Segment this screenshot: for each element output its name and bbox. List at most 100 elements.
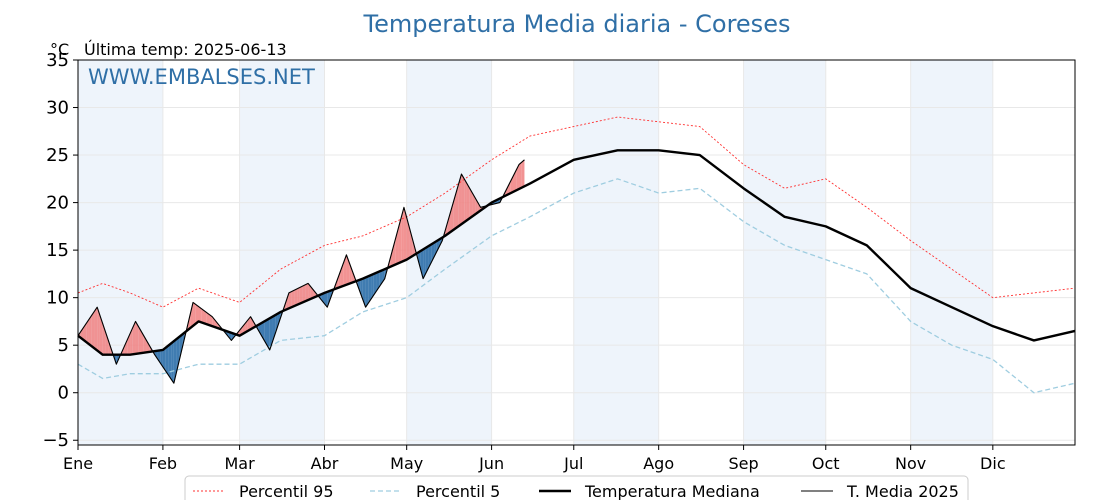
below-median-fill <box>228 331 232 341</box>
below-median-fill <box>420 249 424 279</box>
above-median-fill <box>201 308 204 324</box>
chart-title: Temperatura Media diaria - Coreses <box>363 10 791 38</box>
last-temp-label: Última temp: 2025-06-13 <box>84 40 287 59</box>
series-lines <box>77 116 1076 394</box>
x-axis: Ene Feb Mar Abr May Jun Jul Ago Sep Oct Nov Dic <box>63 445 1006 473</box>
below-median-fill <box>360 278 363 300</box>
above-median-fill <box>390 248 393 267</box>
below-median-fill <box>423 247 426 279</box>
above-median-fill <box>195 304 199 324</box>
below-median-fill <box>179 334 183 361</box>
x-tick-label-feb: Feb <box>149 454 177 473</box>
above-median-fill <box>308 283 311 301</box>
above-median-fill <box>135 321 139 354</box>
below-median-fill <box>379 270 383 287</box>
x-tick-label-jul: Jul <box>563 454 583 473</box>
above-median-fill <box>392 237 396 266</box>
above-median-fill <box>508 180 511 195</box>
above-median-fill <box>447 212 451 234</box>
below-median-fill <box>160 349 163 367</box>
above-median-fill <box>521 159 525 188</box>
month-band-mar <box>239 60 325 445</box>
above-median-fill <box>99 315 103 355</box>
plot-frame <box>77 59 1076 446</box>
p95-line <box>77 116 1076 308</box>
above-median-fill <box>469 188 473 219</box>
above-median-fill <box>83 323 87 343</box>
below-median-fill <box>154 350 158 359</box>
above-median-fill <box>86 319 89 345</box>
above-median-fill <box>146 340 150 353</box>
above-median-fill <box>406 217 410 260</box>
below-median-fill <box>173 338 177 384</box>
below-median-fill <box>258 323 262 336</box>
x-tick-label-ene: Ene <box>63 454 93 473</box>
below-median-fill <box>434 240 437 257</box>
above-median-fill <box>97 307 100 353</box>
x-tick-label-dic: Dic <box>980 454 1006 473</box>
below-median-fill <box>264 319 267 346</box>
above-median-fill <box>297 287 300 305</box>
above-median-fill <box>291 290 295 308</box>
above-median-fill <box>132 321 136 355</box>
above-median-fill <box>88 315 92 347</box>
below-median-fill <box>368 275 372 304</box>
below-median-fill <box>376 271 380 291</box>
below-median-fill <box>165 345 169 376</box>
above-median-fill <box>305 283 309 302</box>
below-median-fill <box>327 290 330 308</box>
x-tick-label-jun: Jun <box>478 454 504 473</box>
x-tick-label-ago: Ago <box>643 454 674 473</box>
above-median-fill <box>461 174 465 225</box>
above-median-fill <box>138 326 141 354</box>
above-median-fill <box>214 320 218 329</box>
above-median-fill <box>401 207 404 263</box>
below-median-fill <box>275 313 278 334</box>
y-tick-label: 5 <box>58 335 69 356</box>
above-median-fill <box>247 316 251 331</box>
x-tick-label-may: May <box>390 454 423 473</box>
below-median-fill <box>365 276 369 308</box>
month-band-ene <box>78 60 163 445</box>
above-median-fill <box>209 314 213 327</box>
y-axis: −5 0 5 10 15 20 25 30 35 <box>42 50 78 451</box>
plot-background <box>78 60 993 445</box>
legend-label-median: Temperatura Mediana <box>584 482 760 500</box>
below-median-fill <box>261 321 265 341</box>
x-tick-label-oct: Oct <box>812 454 840 473</box>
above-median-fill <box>94 307 98 351</box>
above-median-fill <box>206 312 210 326</box>
x-tick-label-nov: Nov <box>895 454 926 473</box>
y-tick-label: 10 <box>46 288 69 309</box>
above-median-fill <box>190 302 194 329</box>
above-median-fill <box>343 254 347 286</box>
above-median-fill <box>203 310 207 325</box>
above-median-fill <box>513 170 517 192</box>
below-median-fill <box>373 272 377 295</box>
watermark: WWW.EMBALSES.NET <box>88 65 315 89</box>
above-median-fill <box>349 262 352 284</box>
month-band-nov <box>910 60 993 445</box>
above-median-fill <box>338 269 341 288</box>
above-median-fill <box>288 291 292 309</box>
below-median-fill <box>425 246 429 274</box>
above-median-fill <box>140 330 144 354</box>
above-median-fill <box>198 306 202 323</box>
below-median-fill <box>168 343 172 380</box>
current-year-line <box>77 159 525 384</box>
above-median-fill <box>299 286 303 304</box>
above-median-fill <box>518 162 522 190</box>
above-median-fill <box>124 339 128 355</box>
above-median-fill <box>250 316 254 330</box>
above-median-fill <box>466 183 470 221</box>
median-line <box>77 149 1076 356</box>
above-median-fill <box>286 292 289 310</box>
month-band-sep <box>743 60 826 445</box>
below-median-fill <box>171 341 174 384</box>
above-median-fill <box>409 227 413 258</box>
x-tick-label-mar: Mar <box>225 454 256 473</box>
above-median-fill <box>455 183 459 229</box>
y-unit-label: °C <box>50 40 69 59</box>
below-median-fill <box>428 244 432 268</box>
